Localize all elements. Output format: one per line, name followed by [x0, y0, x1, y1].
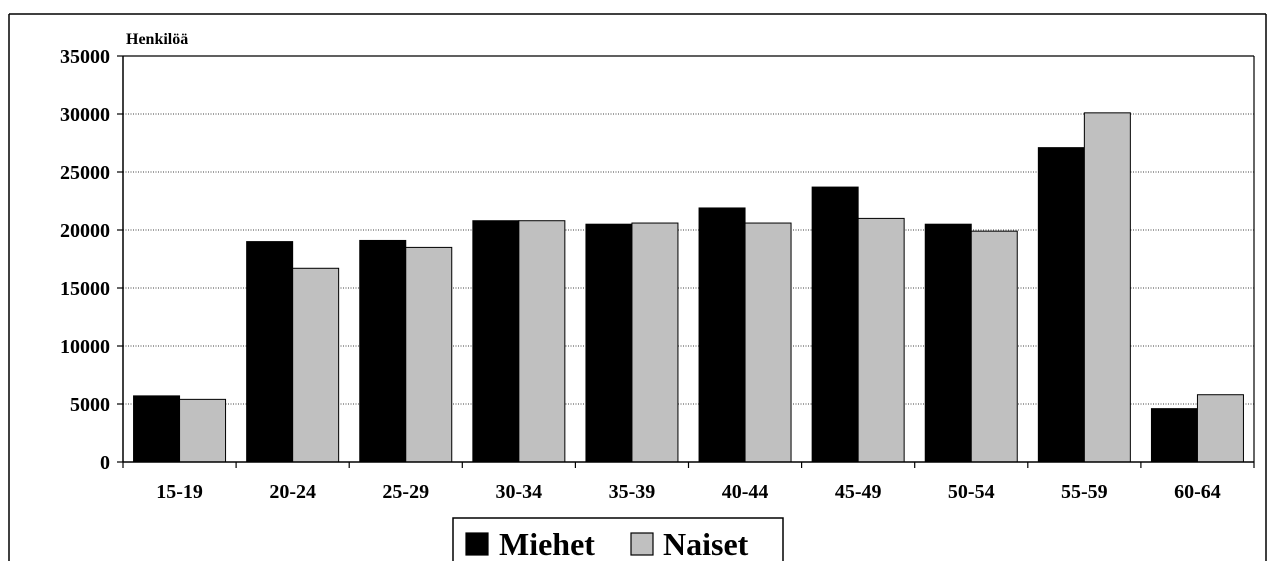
bar-miehet-35-39	[585, 223, 633, 463]
x-tick-label: 25-29	[382, 481, 429, 503]
bar-miehet-40-44	[698, 207, 746, 463]
x-tick-label: 35-39	[609, 481, 656, 503]
bar-miehet-50-54	[924, 223, 972, 463]
bar-miehet-15-19	[133, 395, 181, 463]
bar-miehet-25-29	[359, 239, 407, 463]
y-tick-label: 0	[100, 452, 110, 474]
bar-naiset-15-19	[179, 398, 227, 463]
bar-naiset-35-39	[631, 222, 679, 463]
x-tick-label: 60-64	[1174, 481, 1221, 503]
legend-box	[452, 517, 784, 566]
bar-naiset-50-54	[970, 230, 1018, 463]
legend-swatch-miehet	[465, 532, 489, 556]
bar-naiset-40-44	[744, 222, 792, 463]
x-tick-label: 45-49	[835, 481, 882, 503]
y-tick-label: 5000	[70, 394, 110, 416]
y-tick-label: 25000	[60, 162, 110, 184]
x-tick-label: 40-44	[722, 481, 769, 503]
x-tick-label: 30-34	[496, 481, 543, 503]
bar-naiset-25-29	[405, 246, 453, 463]
bar-miehet-55-59	[1037, 147, 1085, 463]
y-tick-label: 30000	[60, 104, 110, 126]
bar-naiset-20-24	[292, 267, 340, 463]
x-tick-label: 50-54	[948, 481, 995, 503]
bar-miehet-30-34	[472, 220, 520, 463]
y-axis-title: Henkilöä	[126, 31, 188, 48]
legend-swatch-naiset	[630, 532, 654, 556]
legend-label-miehet: Miehet	[499, 526, 595, 561]
bar-naiset-60-64	[1196, 394, 1244, 463]
bar-miehet-45-49	[811, 186, 859, 463]
y-tick-label: 10000	[60, 336, 110, 358]
bar-naiset-45-49	[857, 217, 905, 463]
x-tick-label: 20-24	[269, 481, 316, 503]
bar-naiset-30-34	[518, 220, 566, 463]
y-tick-label: 20000	[60, 220, 110, 242]
x-tick-label: 55-59	[1061, 481, 1108, 503]
bar-miehet-60-64	[1150, 408, 1198, 463]
bar-naiset-55-59	[1083, 112, 1131, 463]
x-tick-label: 15-19	[156, 481, 203, 503]
bar-miehet-20-24	[246, 241, 294, 463]
y-tick-label: 15000	[60, 278, 110, 300]
y-tick-label: 35000	[60, 46, 110, 68]
legend-label-naiset: Naiset	[663, 526, 749, 561]
